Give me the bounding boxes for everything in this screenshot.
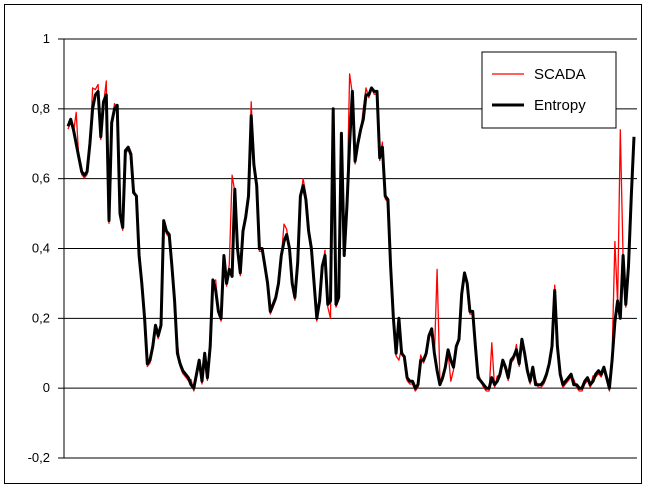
legend-label-entropy: Entropy: [534, 97, 586, 114]
y-tick-label: 0,2: [32, 310, 50, 325]
y-tick-label: 1: [43, 31, 50, 46]
y-tick-label: 0: [43, 380, 50, 395]
series-line-entropy: [66, 86, 636, 390]
y-tick-label: 0,8: [32, 101, 50, 116]
y-tick-label: -0,2: [28, 450, 50, 465]
y-tick-label: 0,4: [32, 241, 50, 256]
legend-box: [481, 51, 617, 129]
y-tick-label: 0,6: [32, 171, 50, 186]
legend-label-scada: SCADA: [534, 66, 586, 83]
